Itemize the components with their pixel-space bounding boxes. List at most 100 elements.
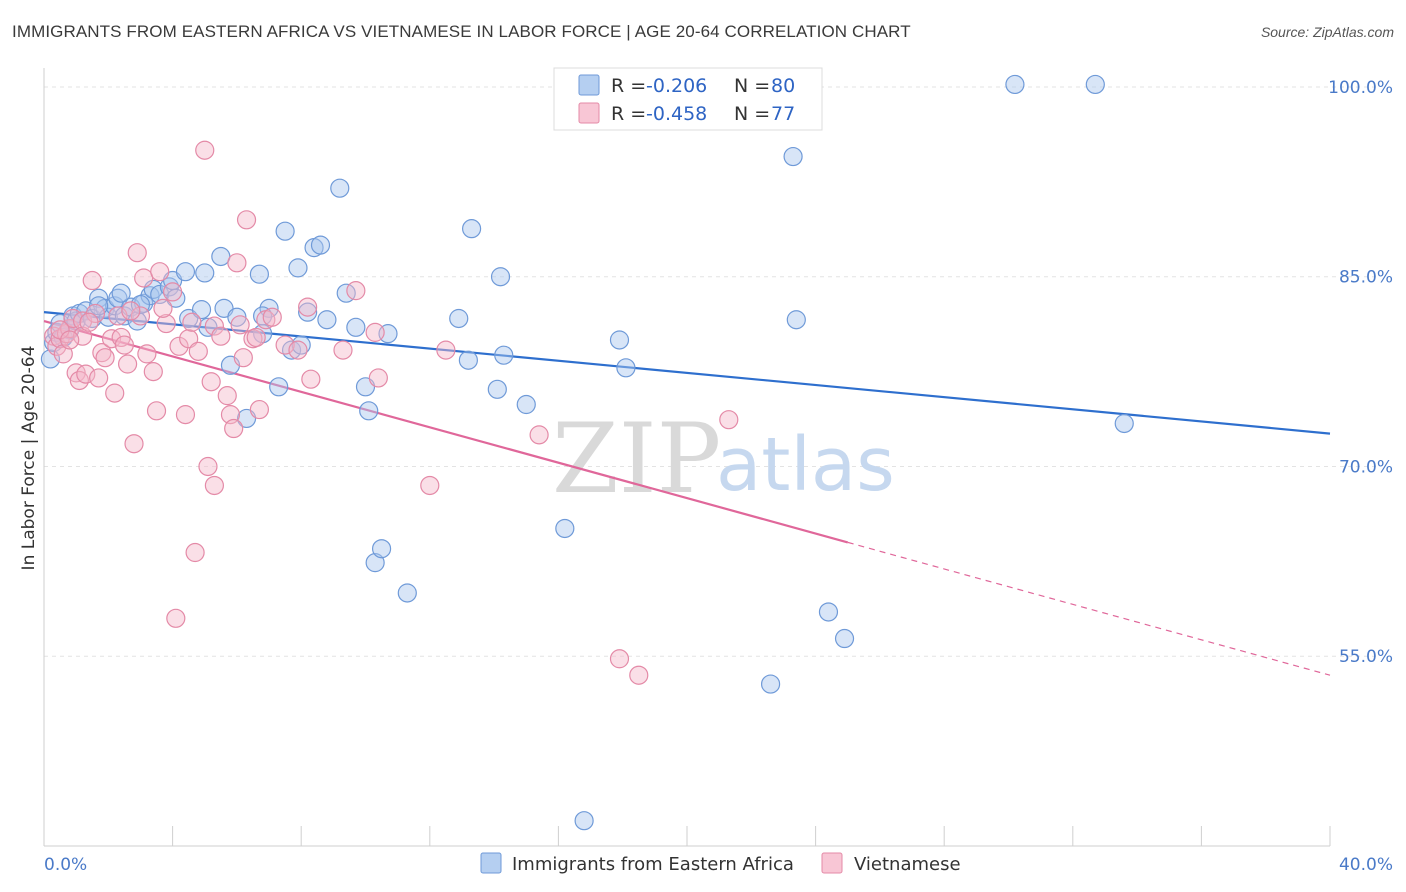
y-tick-label-0: 100.0% [1328, 78, 1393, 98]
vietnamese-point-53 [288, 340, 308, 360]
vietnamese-point-66 [195, 140, 215, 160]
vietnamese-point-26 [137, 344, 157, 364]
vietnamese-point-58 [365, 322, 385, 342]
eastern-africa-trend-line [43, 311, 1331, 435]
vietnamese-point-52 [275, 335, 295, 355]
vietnamese-point-11 [82, 270, 102, 291]
watermark-atlas: atlas [716, 422, 895, 508]
eastern-africa-point-38 [269, 377, 289, 397]
legend-bottom-swatch-pink [821, 852, 843, 874]
series-eastern-africa [40, 74, 1134, 831]
vietnamese-point-48 [243, 329, 263, 349]
vietnamese-point-59 [368, 368, 388, 388]
vietnamese-point-31 [163, 282, 183, 302]
eastern-africa-point-64 [609, 330, 630, 350]
y-tick-label-2: 70.0% [1339, 457, 1393, 477]
legend-bottom-label-pink: Vietnamese [854, 854, 961, 875]
eastern-africa-point-56 [458, 350, 478, 370]
series-vietnamese [44, 140, 739, 685]
eastern-africa-point-52 [371, 539, 392, 559]
vietnamese-point-50 [249, 399, 270, 420]
eastern-africa-point-55 [449, 308, 469, 329]
eastern-africa-point-57 [461, 219, 482, 239]
eastern-africa-point-62 [555, 518, 575, 539]
vietnamese-point-64 [629, 665, 649, 685]
legend-bottom-swatch-blue [480, 852, 502, 874]
eastern-africa-point-18 [127, 311, 147, 331]
eastern-africa-point-66 [760, 674, 781, 694]
vietnamese-point-46 [233, 348, 253, 368]
vietnamese-point-20 [114, 335, 134, 355]
vietnamese-point-24 [130, 306, 151, 326]
legend-n-value-blue: 80 [771, 75, 795, 97]
vietnamese-point-67 [166, 608, 186, 628]
tick-labels: 100.0% 85.0% 70.0% 55.0% 0.0% 40.0% [44, 78, 1393, 875]
eastern-africa-point-78 [195, 263, 215, 283]
eastern-africa-point-61 [516, 394, 536, 415]
legend-top: R = -0.206 N = 80 R = -0.458 N = 77 [553, 67, 823, 131]
eastern-africa-point-42 [291, 335, 311, 355]
y-axis-title: In Labor Force | Age 20-64 [19, 346, 39, 571]
eastern-africa-point-70 [834, 628, 855, 649]
axes [43, 68, 1331, 847]
vietnamese-point-3 [53, 344, 73, 364]
eastern-africa-point-75 [130, 294, 151, 315]
legend-bottom: Immigrants from Eastern Africa Vietnames… [480, 852, 961, 875]
eastern-africa-point-69 [818, 602, 839, 622]
x-tick-label-0: 0.0% [44, 855, 87, 875]
vietnamese-point-41 [211, 326, 231, 346]
vietnamese-point-29 [150, 262, 170, 282]
eastern-africa-point-68 [786, 310, 806, 330]
vietnamese-point-23 [127, 243, 147, 263]
vietnamese-point-71 [153, 298, 173, 318]
watermark: ZIP atlas [552, 403, 895, 515]
vietnamese-point-44 [224, 418, 244, 439]
eastern-africa-point-40 [281, 340, 302, 360]
vietnamese-trend-extension [847, 541, 1331, 676]
eastern-africa-point-77 [111, 283, 131, 303]
vietnamese-point-55 [301, 369, 321, 389]
vietnamese-point-10 [76, 364, 96, 384]
vietnamese-point-47 [236, 210, 257, 230]
eastern-africa-point-26 [175, 262, 196, 282]
eastern-africa-point-71 [1005, 74, 1025, 95]
vietnamese-point-62 [529, 425, 549, 445]
eastern-africa-point-65 [616, 358, 636, 378]
eastern-africa-point-46 [330, 178, 350, 198]
vietnamese-point-36 [188, 341, 208, 361]
vietnamese-point-74 [60, 330, 80, 350]
eastern-africa-point-43 [298, 302, 318, 322]
eastern-africa-point-48 [346, 317, 366, 337]
chart-title: IMMIGRANTS FROM EASTERN AFRICA VS VIETNA… [12, 22, 911, 41]
legend-swatch-pink [578, 102, 600, 124]
vietnamese-point-70 [121, 301, 141, 321]
legend-r-value-blue: -0.206 [646, 75, 707, 97]
vietnamese-point-42 [217, 386, 237, 406]
vietnamese-trend-line [43, 319, 849, 544]
vietnamese-point-60 [420, 475, 440, 496]
legend-r-label-pink: R = [611, 103, 646, 125]
grid-lines [44, 86, 1380, 657]
eastern-africa-point-41 [288, 258, 308, 278]
vietnamese-point-73 [262, 307, 282, 327]
vietnamese-point-49 [246, 327, 266, 348]
vietnamese-point-22 [124, 434, 144, 454]
vietnamese-point-28 [146, 401, 167, 421]
legend-swatch-blue [578, 74, 600, 96]
eastern-africa-point-73 [1114, 413, 1134, 434]
vietnamese-point-21 [117, 354, 138, 374]
eastern-africa-point-79 [317, 310, 337, 330]
vietnamese-point-17 [105, 383, 125, 403]
vietnamese-point-56 [333, 340, 353, 360]
vietnamese-point-18 [108, 306, 128, 326]
eastern-africa-point-67 [783, 146, 803, 167]
eastern-africa-point-45 [310, 235, 331, 255]
eastern-africa-point-30 [211, 246, 231, 267]
vietnamese-point-39 [204, 475, 224, 496]
vietnamese-point-63 [609, 649, 630, 669]
vietnamese-point-30 [156, 313, 176, 334]
legend-n-value-pink: 77 [771, 103, 795, 125]
vietnamese-point-34 [179, 329, 199, 349]
vietnamese-point-27 [143, 362, 163, 382]
